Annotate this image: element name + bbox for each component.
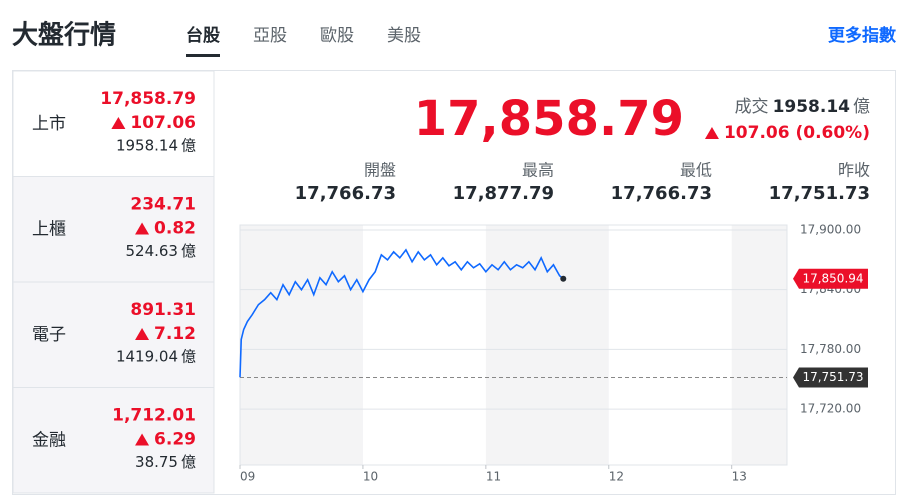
session-band <box>240 225 363 465</box>
sidebar-row[interactable] <box>12 387 215 494</box>
stat-value: 17,877.79 <box>453 183 554 204</box>
stat-value: 17,766.73 <box>295 183 396 204</box>
price-line <box>239 248 564 378</box>
sidebar-row[interactable] <box>12 70 215 177</box>
row-value: 234.71 <box>130 195 196 215</box>
x-tick-label: 09 <box>240 470 255 484</box>
row-name: 上市 <box>32 114 66 134</box>
stat-label: 昨收 <box>838 161 870 180</box>
row-change: 7.12 <box>154 324 196 344</box>
sidebar: 上市17,858.79107.06億1958.14上櫃234.710.82億52… <box>12 70 215 494</box>
more-link[interactable]: 更多指數 <box>828 25 897 46</box>
plot-frame <box>239 224 788 466</box>
stat-label: 開盤 <box>364 161 396 180</box>
tab[interactable]: 美股 <box>387 26 421 46</box>
row-change: 6.29 <box>154 430 196 450</box>
volume-value: 1958.14 <box>773 97 851 117</box>
sidebar-row[interactable] <box>12 281 215 388</box>
y-tick-label: 17,720.00 <box>800 402 861 416</box>
row-name: 上櫃 <box>32 219 66 239</box>
x-tick-label: 10 <box>363 470 378 484</box>
row-change: 0.82 <box>154 219 196 239</box>
y-tick-label: 17,780.00 <box>800 342 861 356</box>
row-unit: 億 <box>181 137 196 155</box>
row-volume: 524.63 <box>125 242 178 260</box>
index-value: 17,858.79 <box>414 91 684 147</box>
last-price-badge: 17,850.94 <box>802 271 863 285</box>
last-price-badge-bg <box>793 268 868 289</box>
session-band <box>731 225 787 465</box>
reference-badge-bg <box>793 367 868 388</box>
row-volume: 38.75 <box>135 453 178 471</box>
row-value: 17,858.79 <box>100 89 196 109</box>
x-tick-label: 13 <box>732 470 747 484</box>
volume-summary: 成交 1958.14 億 <box>735 97 870 117</box>
row-unit: 億 <box>181 348 196 366</box>
row-unit: 億 <box>181 453 196 471</box>
page-title: 大盤行情 <box>12 20 116 51</box>
row-change: 107.06 <box>130 113 196 133</box>
up-arrow <box>135 222 150 235</box>
up-arrow <box>111 117 126 129</box>
stat-value: 17,766.73 <box>611 183 712 204</box>
row-name: 金融 <box>32 430 66 450</box>
stats: 開盤 17,766.73 最高 17,877.79 最低 17,766.73 昨收 17,75… <box>295 161 870 205</box>
tab[interactable]: 亞股 <box>253 26 287 46</box>
tab-bar: 台股 亞股 歐股 美股 <box>186 25 421 57</box>
tab-underline <box>186 54 220 57</box>
reference-badge: 17,751.73 <box>802 370 863 384</box>
row-value: 1,712.01 <box>112 406 196 426</box>
y-tick-label: 17,900.00 <box>800 222 861 236</box>
up-arrow <box>135 328 150 340</box>
last-point <box>560 275 567 282</box>
x-tick-label: 11 <box>486 470 501 484</box>
up-arrow <box>135 433 150 446</box>
stat-value: 17,751.73 <box>769 183 870 204</box>
volume-unit: 億 <box>853 97 870 117</box>
tab[interactable]: 台股 <box>186 25 220 46</box>
row-value: 891.31 <box>130 300 196 320</box>
stat-label: 最高 <box>522 161 554 180</box>
index-change: 107.06 (0.60%) <box>724 123 870 143</box>
row-volume: 1419.04 <box>116 348 178 366</box>
row-volume: 1958.14 <box>116 137 178 155</box>
stat-label: 最低 <box>680 161 712 180</box>
tab[interactable]: 歐股 <box>320 26 354 46</box>
x-tick-label: 12 <box>609 470 624 484</box>
volume-label: 成交 <box>735 97 769 117</box>
row-unit: 億 <box>181 242 196 260</box>
row-name: 電子 <box>32 325 66 345</box>
up-arrow <box>704 127 719 139</box>
